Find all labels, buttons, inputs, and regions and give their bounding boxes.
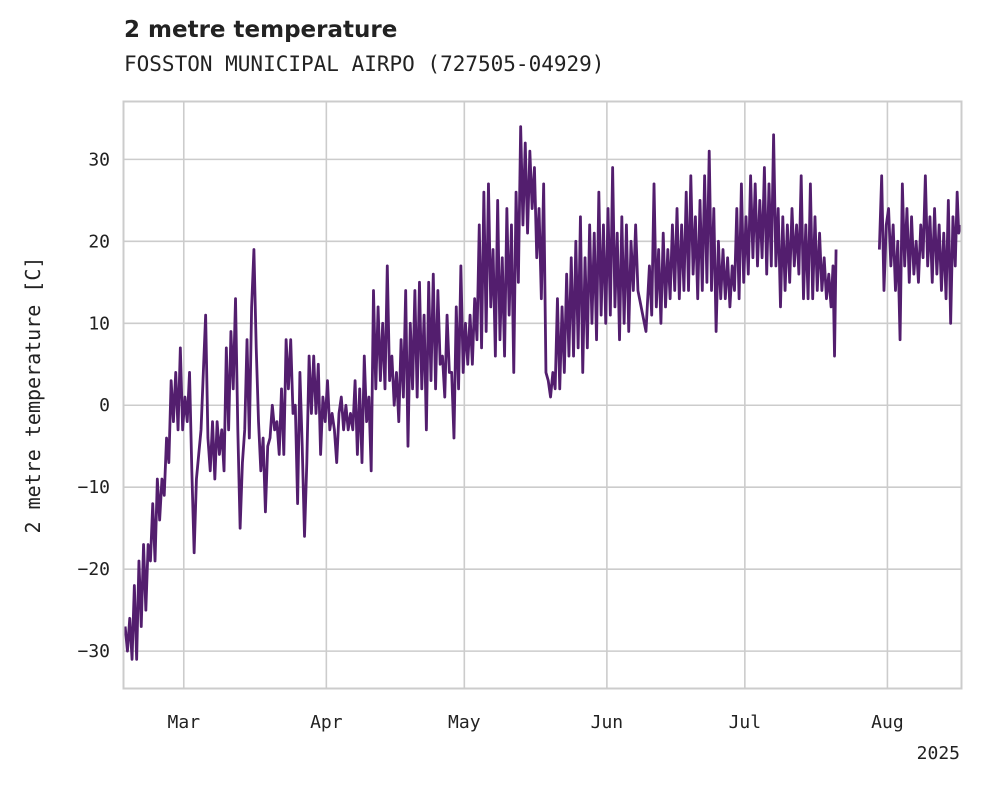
temperature-series-line [123, 125, 838, 661]
plot-frame [122, 100, 963, 690]
year-label: 2025 [917, 743, 960, 764]
x-tick-label: Apr [310, 712, 343, 733]
series-layer [123, 125, 962, 661]
y-tick-label: −30 [77, 641, 110, 662]
x-tick-label: Jul [729, 712, 762, 733]
y-tick-label: 30 [88, 149, 110, 170]
y-tick-label: −10 [77, 477, 110, 498]
x-tick-label: May [448, 712, 481, 733]
y-tick-labels: −30 −20 −10 0 10 20 30 [77, 149, 110, 662]
y-tick-label: 0 [99, 395, 110, 416]
y-tick-label: −20 [77, 559, 110, 580]
x-tick-labels: Mar Apr May Jun Jul Aug [168, 712, 904, 733]
grid-lines [124, 102, 961, 688]
chart-subtitle: FOSSTON MUNICIPAL AIRPO (727505-04929) [124, 52, 605, 76]
y-tick-label: 20 [88, 231, 110, 252]
x-tick-label: Jun [591, 712, 624, 733]
x-tick-label: Mar [168, 712, 201, 733]
temperature-series-line [877, 174, 962, 342]
y-axis-label: 2 metre temperature [C] [21, 257, 45, 534]
chart-title: 2 metre temperature [124, 17, 398, 43]
x-tick-label: Aug [871, 712, 904, 733]
y-tick-label: 10 [88, 313, 110, 334]
